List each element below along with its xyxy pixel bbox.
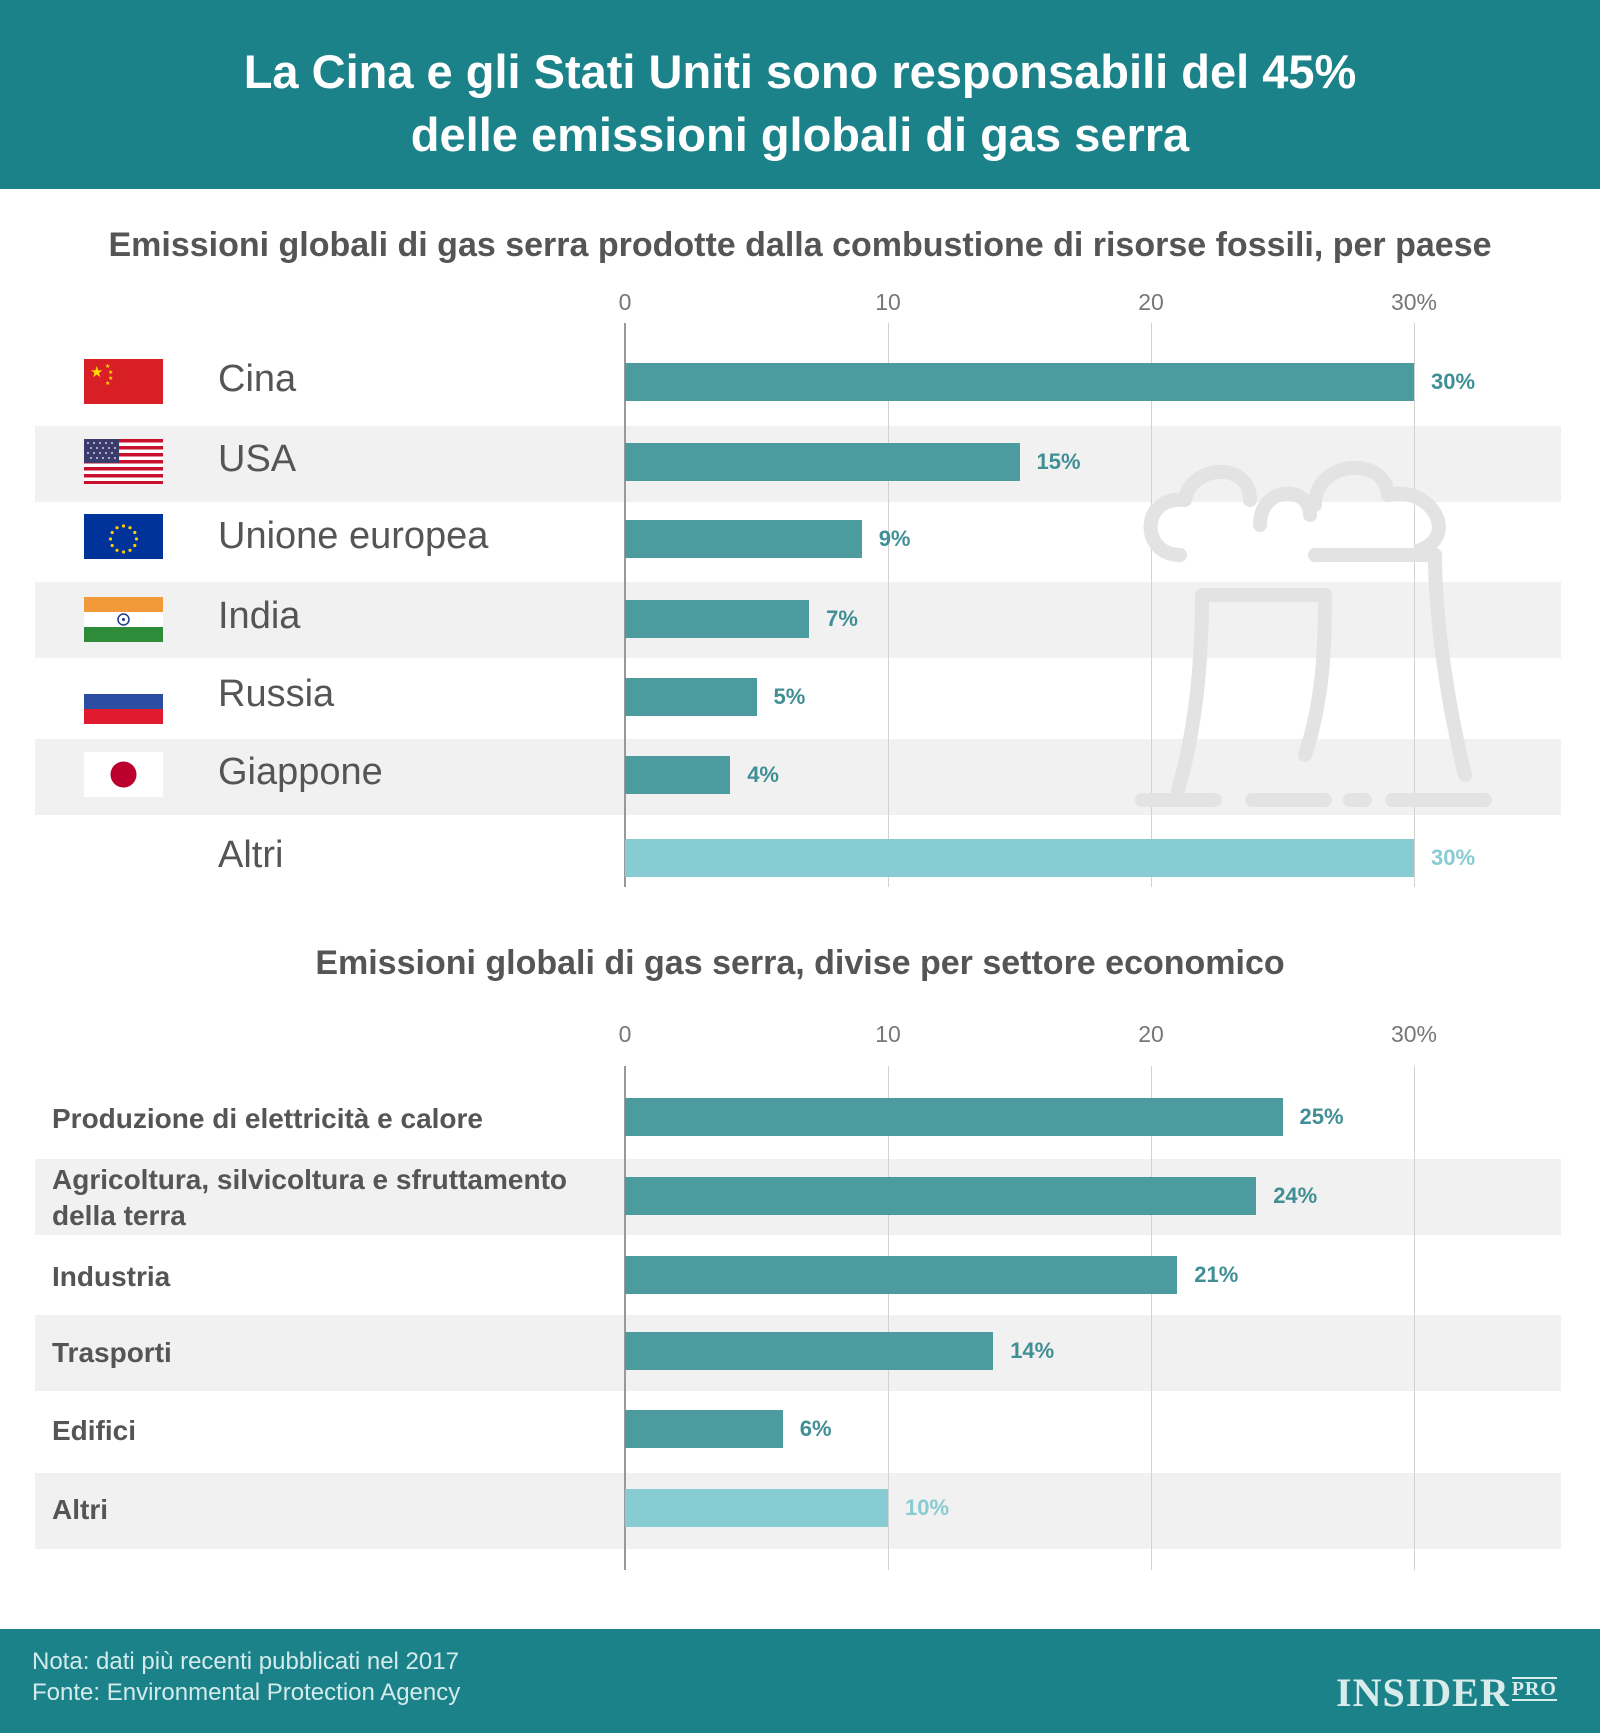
category-label: Russia — [218, 673, 335, 715]
svg-text:★: ★ — [108, 369, 113, 376]
bar — [625, 1332, 994, 1370]
bar — [625, 1256, 1178, 1294]
footer-note: Nota: dati più recenti pubblicati nel 20… — [32, 1648, 459, 1675]
data-label: 30% — [1431, 845, 1476, 870]
bar — [625, 756, 731, 794]
category-label: Cina — [218, 358, 297, 400]
x-tick-label: 20 — [1138, 1021, 1164, 1047]
data-label: 15% — [1036, 449, 1081, 474]
x-tick-label: 0 — [618, 289, 632, 315]
bar — [625, 363, 1414, 401]
gridline — [1151, 1066, 1152, 1570]
category-label: Industria — [52, 1261, 171, 1292]
bar — [625, 1177, 1257, 1215]
header-banner: La Cina e gli Stati Uniti sono responsab… — [0, 0, 1600, 189]
category-label: India — [218, 595, 301, 637]
power-plant-icon — [1135, 460, 1492, 807]
x-tick-label: 20 — [1138, 289, 1164, 315]
category-label: Giappone — [218, 751, 383, 793]
gridline — [1414, 323, 1415, 887]
gridline — [1151, 323, 1152, 887]
category-label: Trasporti — [52, 1337, 172, 1368]
svg-text:★: ★ — [105, 363, 110, 370]
footer: Nota: dati più recenti pubblicati nel 20… — [0, 1629, 1600, 1733]
data-label: 5% — [773, 684, 806, 709]
gridline — [888, 1066, 889, 1570]
category-label: Edifici — [52, 1415, 137, 1446]
page-title: La Cina e gli Stati Uniti sono responsab… — [0, 40, 1600, 166]
russia-flag-icon — [84, 679, 163, 724]
x-tick-label: 0 — [618, 1021, 632, 1047]
data-label: 25% — [1299, 1104, 1344, 1129]
data-label: 9% — [878, 526, 911, 551]
data-label: 6% — [799, 1416, 832, 1441]
usa-flag-icon — [84, 439, 163, 484]
china-flag-icon: ★ ★ ★ ★ ★ — [84, 359, 163, 404]
insider-pro-logo: INSIDER PRO — [1336, 1669, 1557, 1716]
x-tick-label: 10 — [875, 289, 901, 315]
data-label: 30% — [1431, 369, 1476, 394]
x-tick-label: 30% — [1390, 289, 1438, 315]
logo-main: INSIDER — [1336, 1670, 1510, 1715]
gridline — [1414, 1066, 1415, 1570]
data-label: 14% — [1010, 1338, 1055, 1363]
x-tick-label: 10 — [875, 1021, 901, 1047]
bar — [625, 678, 757, 716]
bar — [625, 520, 862, 558]
bar — [625, 1098, 1283, 1136]
svg-text:★: ★ — [90, 363, 103, 381]
category-label: Altri — [52, 1494, 108, 1525]
category-label: Altri — [218, 834, 284, 876]
japan-flag-icon — [84, 752, 163, 797]
category-label: USA — [218, 438, 297, 480]
india-flag-icon — [84, 597, 163, 642]
page-title-line1: La Cina e gli Stati Uniti sono responsab… — [243, 45, 1357, 98]
bar — [625, 839, 1414, 877]
data-label: 4% — [747, 762, 779, 787]
data-label: 24% — [1273, 1183, 1318, 1208]
data-label: 7% — [826, 606, 858, 631]
data-label: 21% — [1194, 1262, 1239, 1287]
bar — [625, 443, 1020, 481]
gridline — [888, 323, 889, 887]
bar — [625, 1489, 888, 1527]
eu-flag-icon — [84, 514, 163, 559]
data-label: 10% — [905, 1495, 950, 1520]
x-axis-line — [624, 1066, 626, 1570]
sector-chart-title: Emissioni globali di gas serra, divise p… — [315, 944, 1285, 982]
logo-sub: PRO — [1511, 1677, 1557, 1701]
page-title-line2: delle emissioni globali di gas serra — [410, 108, 1190, 161]
bar — [625, 1410, 783, 1448]
svg-text:★: ★ — [105, 380, 110, 387]
category-label: Produzione di elettricità e calore — [52, 1103, 484, 1134]
country-chart-title: Emissioni globali di gas serra prodotte … — [108, 226, 1492, 264]
category-label: Agricoltura, silvicoltura e sfruttamento… — [52, 1164, 567, 1231]
category-label: Unione europea — [218, 515, 489, 557]
x-tick-label: 30% — [1390, 1021, 1438, 1047]
svg-text:★: ★ — [108, 375, 113, 382]
footer-source: Fonte: Environmental Protection Agency — [32, 1679, 461, 1706]
bar — [625, 600, 810, 638]
